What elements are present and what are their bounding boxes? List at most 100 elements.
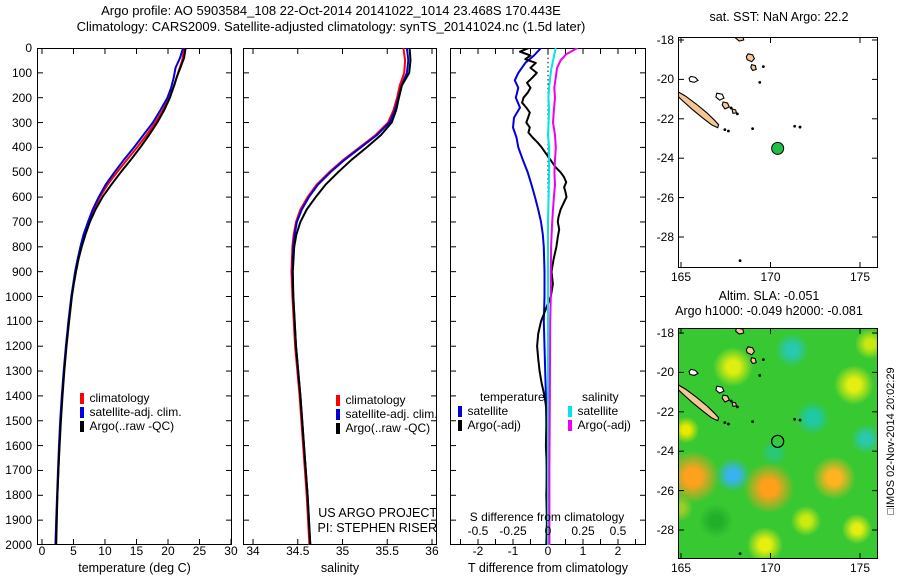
satellite-diff-line-swatch: [458, 405, 462, 417]
sla_map-lat-tick: -22: [656, 404, 674, 419]
depth-tick: 800: [11, 239, 32, 254]
depth-tick: 1900: [5, 513, 32, 528]
s-difference-axis-label: S difference from climatology: [469, 510, 625, 524]
salinity-xtick: 36: [425, 544, 439, 558]
depth-tick: 2000: [5, 538, 32, 552]
depth-tick: 1000: [5, 289, 32, 304]
depth-tick: 1300: [5, 364, 32, 379]
temperature-xtick: 20: [161, 544, 175, 558]
legend-item-climatology: climatology: [336, 393, 438, 407]
sla_map-lat-tick: -18: [656, 326, 674, 340]
vanuatu-3-landmass: [750, 356, 757, 365]
s-difference-tick: 0.5: [609, 524, 627, 538]
legend-label: satellite-adj. clim.: [89, 405, 182, 420]
salinity-profile-panel: [243, 48, 437, 545]
sal-argo-diff-line-swatch: [568, 419, 572, 431]
legend-item-satellite-clim: satellite-adj. clim.: [336, 407, 438, 421]
difference-xtick: -2: [472, 544, 484, 558]
s-difference-tick: -0.5: [467, 524, 489, 538]
sst_map-lat-tick: -18: [656, 32, 674, 47]
legend-item-climatology: climatology: [80, 391, 182, 405]
salinity-legend: climatology satellite-adj. clim. Argo(..…: [336, 393, 438, 436]
figure-subtitle: Climatology: CARS2009. Satellite-adjuste…: [76, 19, 586, 34]
sla-map-panel: [678, 328, 878, 559]
loyalty-2-landmass: [721, 394, 731, 403]
depth-tick: 100: [11, 65, 32, 80]
legend-item-argo-adj: Argo(-adj): [458, 418, 545, 432]
sla-heatmap: [679, 329, 877, 558]
sst_map-lon-tick: 170: [760, 270, 781, 284]
legend-header-label: temperature: [480, 390, 545, 404]
t-difference-legend: temperature satellite Argo(-adj): [458, 390, 545, 433]
sst-map-panel: [678, 37, 878, 268]
sla_map-lat-tick: -26: [656, 483, 674, 498]
legend-item-satellite: satellite: [458, 404, 545, 418]
s-difference-tick: 0: [544, 524, 552, 538]
difference-xtick: 0: [544, 544, 552, 558]
pi-credit: PI: STEPHEN RISER: [317, 521, 437, 535]
legend-item-argo-adj: Argo(-adj): [568, 418, 631, 432]
legend-label: Argo(-adj): [577, 418, 631, 433]
salinity-axis-label: salinity: [320, 561, 360, 575]
temperature-legend: climatology satellite-adj. clim. Argo(..…: [80, 391, 182, 434]
island-nw-landmass: [688, 75, 699, 83]
sla-map-title: Altim. SLA: -0.051: [718, 289, 820, 303]
salinity-xtick: 34.5: [286, 544, 310, 558]
vanuatu-2-landmass: [745, 53, 756, 63]
salinity-xtick: 35: [335, 544, 350, 558]
sst_map-lat-tick: -24: [656, 151, 674, 166]
legend-label: Argo(..raw -QC): [89, 419, 175, 434]
salinity-xtick: 35.5: [375, 544, 399, 558]
difference-xtick: 2: [614, 544, 622, 558]
s-difference-legend: salinity satellite Argo(-adj): [568, 390, 631, 433]
salinity-xtick: 34: [246, 544, 260, 558]
legend-label: satellite: [467, 404, 509, 419]
legend-label: satellite: [577, 404, 619, 419]
sst_map-lat-tick: -26: [656, 190, 674, 205]
figure-title: Argo profile: AO 5903584_108 22-Oct-2014…: [101, 3, 561, 18]
legend-header-label: salinity: [582, 390, 619, 404]
sla_map-argo-position-marker: [771, 434, 785, 449]
loyalty-1-landmass: [715, 92, 725, 101]
depth-tick: 500: [11, 165, 32, 180]
legend-label: climatology: [89, 391, 150, 405]
climatology-line-swatch: [80, 392, 84, 404]
legend-header-salinity: salinity: [568, 390, 631, 404]
climatology-line-swatch: [336, 394, 340, 406]
sla_map-lon-tick: 175: [849, 561, 870, 575]
new-caledonia-landmass: [678, 384, 720, 422]
sst_map-lat-tick: -28: [656, 229, 674, 244]
satellite-clim-line-swatch: [80, 406, 84, 418]
sla-map-subtitle: Argo h1000: -0.049 h2000: -0.081: [675, 304, 863, 318]
argo-diff-line-swatch: [458, 419, 462, 431]
temperature-xtick: 25: [192, 544, 207, 558]
depth-tick: 1100: [6, 314, 32, 329]
loyalty-1-landmass: [715, 385, 725, 394]
depth-tick: 200: [11, 90, 32, 105]
project-credit: US ARGO PROJECT: [318, 506, 437, 520]
depth-tick: 1200: [5, 339, 32, 354]
sst_map-lon-tick: 175: [849, 270, 870, 284]
temperature-axis-label: temperature (deg C): [78, 561, 191, 575]
satellite-clim-line-swatch: [336, 408, 340, 420]
imos-watermark: □IMOS 02-Nov-2014 20:02:29: [885, 367, 897, 515]
vanuatu-2-landmass: [745, 346, 756, 356]
sla_map-lon-tick: 170: [760, 561, 781, 575]
difference-xtick: 1: [579, 544, 587, 558]
s-difference-tick: 0.25: [571, 524, 595, 538]
depth-tick: 1600: [5, 438, 32, 453]
t-difference-axis-label: T difference from climatology: [467, 561, 629, 575]
sla_map-lat-tick: -28: [656, 523, 674, 537]
temperature-xtick: 10: [98, 544, 112, 558]
sal-satellite-diff-line-swatch: [568, 405, 572, 417]
legend-label: Argo(-adj): [467, 418, 521, 433]
argo-line-swatch: [80, 420, 84, 432]
depth-tick: 300: [11, 115, 32, 130]
sst_map-lat-tick: -20: [656, 72, 674, 87]
temperature-xtick: 5: [70, 544, 77, 558]
difference-xtick: -1: [507, 544, 519, 558]
depth-tick: 1500: [5, 413, 32, 428]
depth-tick: 700: [11, 214, 32, 229]
legend-item-argo: Argo(..raw -QC): [336, 421, 438, 435]
sst_map-lon-tick: 165: [670, 270, 692, 284]
